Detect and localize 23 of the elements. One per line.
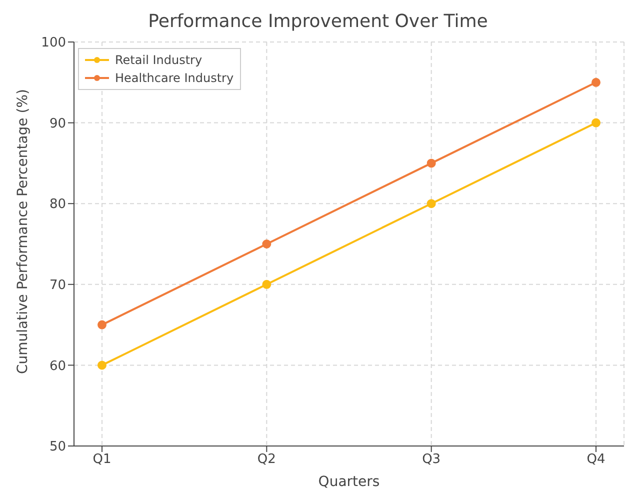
point — [426, 158, 436, 168]
y-tick-label: 70 — [49, 278, 66, 294]
chart-title: Performance Improvement Over Time — [147, 10, 489, 34]
y-tick-label: 60 — [49, 358, 66, 374]
point — [98, 320, 106, 330]
x-tick-label: Q2 — [257, 452, 276, 468]
y-tick-label: 50 — [49, 440, 66, 455]
legend-label: Retail Industry — [115, 53, 202, 67]
point — [262, 240, 272, 248]
point — [426, 199, 436, 208]
y-tick-label: 100 — [41, 36, 66, 51]
point — [592, 78, 600, 87]
y-tick-label: 90 — [49, 116, 66, 132]
y-axis-title: Cumulative Performance Percentage (%) — [14, 89, 31, 374]
x-tick-label: Q1 — [92, 452, 112, 468]
x-tick-label: Q4 — [586, 452, 606, 468]
y-tick-label: 80 — [49, 197, 66, 212]
point — [98, 360, 106, 370]
point — [592, 118, 600, 128]
point — [262, 280, 272, 289]
x-axis-title: Quarters — [318, 474, 380, 490]
legend-label: Healthcare Industry — [115, 71, 234, 85]
x-tick-label: Q3 — [422, 452, 441, 468]
